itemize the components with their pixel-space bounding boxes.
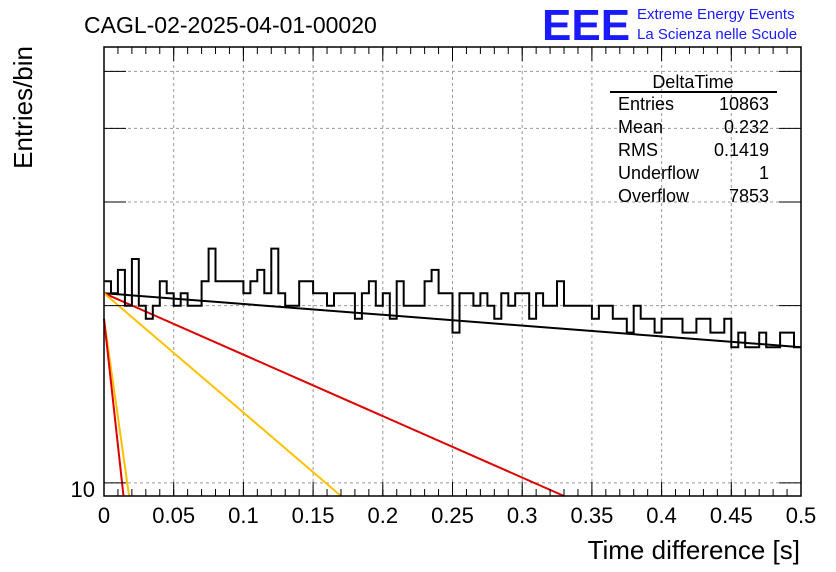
stats-value: 0.232 xyxy=(724,117,769,137)
x-tick-label: 0.35 xyxy=(570,503,613,528)
fit-line xyxy=(103,318,125,497)
y-axis-label: Entries/bin xyxy=(8,46,38,169)
stats-value: 0.1419 xyxy=(714,140,769,160)
x-tick-label: 0.1 xyxy=(228,503,259,528)
x-tick-label: 0.4 xyxy=(646,503,677,528)
stats-title: DeltaTime xyxy=(652,72,733,92)
logo-big-text: EEE xyxy=(542,1,630,50)
fit-line xyxy=(103,292,565,497)
stats-label: Mean xyxy=(618,117,663,137)
stats-value: 10863 xyxy=(719,94,769,114)
chart-title: CAGL-02-2025-04-01-00020 xyxy=(84,12,377,38)
x-axis-label: Time difference [s] xyxy=(588,535,800,565)
logo: EEE Extreme Energy Events La Scienza nel… xyxy=(542,1,797,50)
x-tick-label: 0.45 xyxy=(710,503,753,528)
fit-line xyxy=(103,292,342,497)
x-tick-label: 0.05 xyxy=(152,503,195,528)
logo-line2: La Scienza nelle Scuole xyxy=(637,26,797,43)
x-tick-labels: 0 0.05 0.1 0.15 0.2 0.25 0.3 0.35 0.4 0.45 0.5 xyxy=(98,503,816,528)
plot-frame xyxy=(103,46,802,497)
stats-value: 1 xyxy=(759,163,769,183)
histogram xyxy=(104,247,801,349)
x-tick-label: 0.15 xyxy=(292,503,335,528)
stats-label: Entries xyxy=(618,94,674,114)
stats-label: RMS xyxy=(618,140,658,160)
y-tick-label: 10 xyxy=(71,477,95,502)
stats-label: Overflow xyxy=(618,186,690,206)
x-tick-label: 0.25 xyxy=(431,503,474,528)
x-tick-label: 0.3 xyxy=(507,503,538,528)
stats-rows: Entries 10863 Mean 0.232 RMS 0.1419 Underflow 1… xyxy=(618,94,769,206)
stats-value: 7853 xyxy=(729,186,769,206)
x-tick-label: 0.2 xyxy=(368,503,399,528)
stats-label: Underflow xyxy=(618,163,700,183)
x-tick-label: 0.5 xyxy=(786,503,817,528)
x-tick-label: 0 xyxy=(98,503,110,528)
logo-line1: Extreme Energy Events xyxy=(637,6,795,23)
stats-box: DeltaTime Entries 10863 Mean 0.232 RMS 0.1419… xyxy=(610,72,777,206)
